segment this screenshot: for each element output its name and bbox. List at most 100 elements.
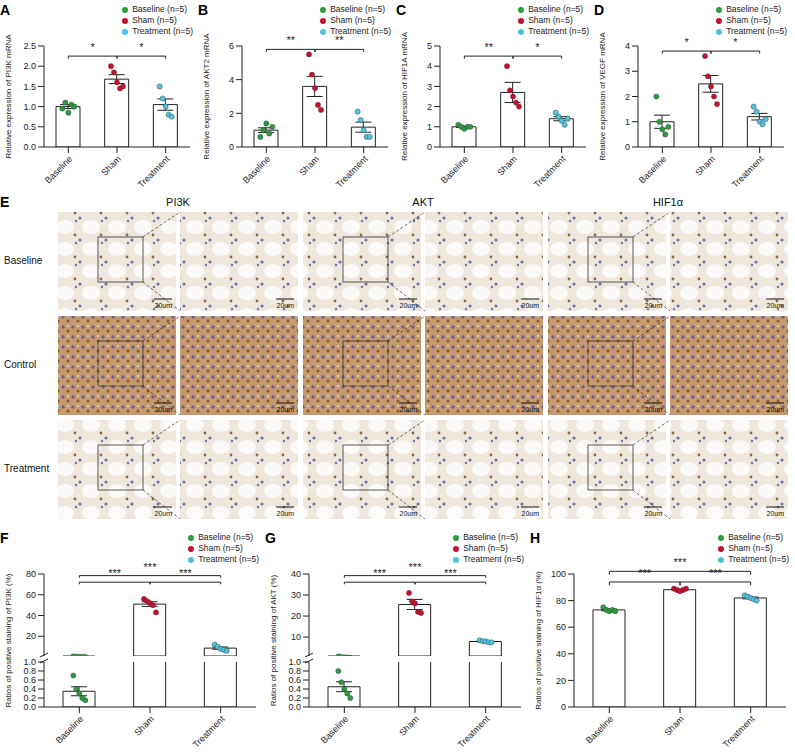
svg-text:10: 10 [291,632,301,642]
svg-text:0: 0 [625,142,630,152]
svg-text:20um: 20um [521,406,539,413]
svg-text:Relative expression of AKT2 mR: Relative expression of AKT2 mRNA [202,33,211,160]
svg-text:*: * [685,36,690,48]
svg-text:20um: 20um [521,302,539,309]
svg-text:Baseline: Baseline [4,255,43,266]
svg-text:1.0: 1.0 [288,657,301,667]
svg-text:0.6: 0.6 [288,675,301,685]
svg-text:Baseline: Baseline [319,714,350,745]
svg-text:20um: 20um [276,406,294,413]
svg-text:Treatment: Treatment [721,714,757,750]
svg-text:2: 2 [427,102,432,112]
svg-text:20um: 20um [766,406,784,413]
svg-text:3: 3 [427,82,432,92]
svg-text:Treatment: Treatment [191,714,227,750]
svg-text:1.5: 1.5 [23,82,36,92]
svg-text:**: ** [335,34,344,46]
svg-text:Treatment: Treatment [532,154,568,190]
svg-text:**: ** [286,34,295,46]
svg-text:2.5: 2.5 [23,41,36,51]
svg-text:0: 0 [561,702,566,712]
svg-text:*: * [535,41,540,53]
svg-text:*: * [139,41,144,53]
svg-text:20um: 20um [521,510,539,517]
svg-text:0.5: 0.5 [23,122,36,132]
svg-text:20um: 20um [154,510,172,517]
svg-text:0.2: 0.2 [288,693,301,703]
svg-text:Control: Control [4,359,36,370]
svg-text:HIF1α: HIF1α [653,196,684,208]
svg-text:***: *** [373,567,387,579]
svg-text:6: 6 [229,41,234,51]
svg-text:0.6: 0.6 [23,675,36,685]
svg-text:AKT: AKT [412,196,434,208]
svg-text:0.2: 0.2 [23,693,36,703]
svg-text:4: 4 [229,75,234,85]
svg-text:*: * [733,36,738,48]
svg-text:20um: 20um [766,302,784,309]
svg-text:3: 3 [625,66,630,76]
svg-text:Sham: Sham [495,154,519,178]
svg-text:20um: 20um [399,510,417,517]
svg-text:0.0: 0.0 [288,702,301,712]
svg-text:***: *** [444,567,458,579]
svg-text:1.0: 1.0 [23,657,36,667]
svg-text:20um: 20um [644,510,662,517]
svg-text:40: 40 [291,569,301,579]
svg-text:20um: 20um [276,302,294,309]
svg-text:60: 60 [26,590,36,600]
svg-text:Treatment: Treatment [4,463,49,474]
svg-text:20: 20 [291,611,301,621]
svg-text:20um: 20um [276,510,294,517]
svg-text:0.4: 0.4 [23,684,36,694]
svg-text:0: 0 [427,142,432,152]
svg-text:Relative expression of PI3K mR: Relative expression of PI3K mRNA [4,34,13,159]
svg-text:Relative expression of HIF1A m: Relative expression of HIF1A mRNA [400,31,409,161]
svg-text:Sham: Sham [693,154,717,178]
svg-text:1: 1 [427,122,432,132]
svg-text:Treatment: Treatment [730,154,766,190]
svg-text:20: 20 [26,631,36,641]
svg-text:Ratios of positive staining of: Ratios of positive staining of PI3K (%) [4,573,13,707]
svg-text:20: 20 [556,676,566,686]
svg-text:Ratios of positive staining of: Ratios of positive staining of AKT (%) [269,574,278,706]
svg-text:***: *** [409,561,423,573]
svg-text:100: 100 [551,569,566,579]
svg-text:***: *** [638,567,652,579]
svg-text:***: *** [179,567,193,579]
svg-text:2: 2 [625,92,630,102]
svg-text:Sham: Sham [132,714,156,738]
svg-text:20um: 20um [154,406,172,413]
svg-text:Ratios of positive staining of: Ratios of positive staining of HIF1α (%) [534,571,543,710]
svg-text:20um: 20um [399,302,417,309]
svg-text:0.4: 0.4 [288,684,301,694]
svg-text:80: 80 [556,596,566,606]
svg-text:*: * [91,41,96,53]
svg-text:Relative expression of VEGF mR: Relative expression of VEGF mRNA [598,32,607,161]
svg-text:1.0: 1.0 [23,102,36,112]
svg-text:Baseline: Baseline [584,714,615,745]
svg-text:4: 4 [625,41,630,51]
svg-text:2: 2 [229,109,234,119]
svg-text:Sham: Sham [397,714,421,738]
svg-text:***: *** [144,561,158,573]
svg-text:80: 80 [26,569,36,579]
svg-text:Baseline: Baseline [241,154,272,185]
svg-text:Treatment: Treatment [456,714,492,750]
svg-text:20um: 20um [644,302,662,309]
svg-text:***: *** [674,556,688,568]
svg-text:40: 40 [26,611,36,621]
svg-text:Sham: Sham [99,154,123,178]
svg-text:***: *** [709,567,723,579]
svg-text:2.0: 2.0 [23,61,36,71]
svg-text:0: 0 [229,142,234,152]
svg-text:40: 40 [556,649,566,659]
svg-text:20um: 20um [644,406,662,413]
svg-text:1: 1 [625,117,630,127]
svg-text:0.0: 0.0 [23,142,36,152]
svg-text:**: ** [484,41,493,53]
svg-text:***: *** [108,567,122,579]
svg-text:Baseline: Baseline [637,154,668,185]
svg-text:Sham: Sham [297,154,321,178]
svg-text:PI3K: PI3K [166,196,191,208]
